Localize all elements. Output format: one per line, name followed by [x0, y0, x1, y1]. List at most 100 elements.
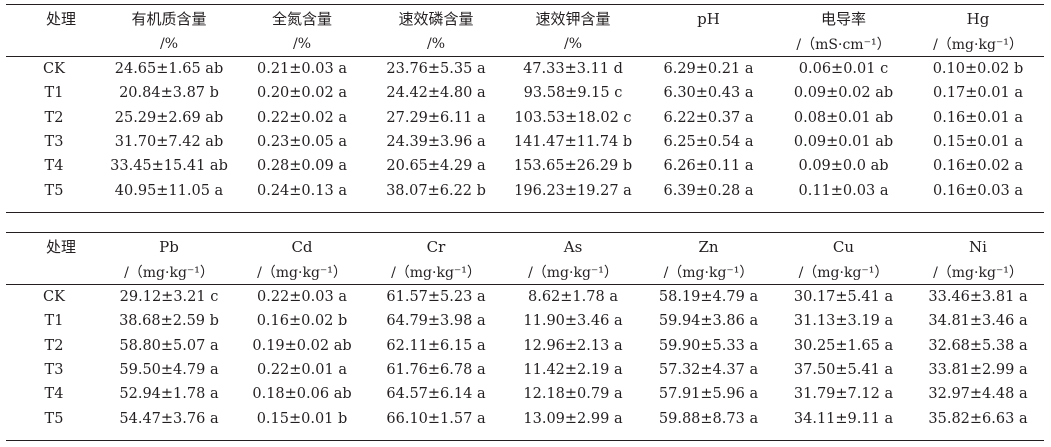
table-cell: 0.15±0.01 b — [256, 410, 348, 427]
table-cell: 141.47±11.74 b — [513, 134, 633, 151]
unit-cell: /（mg·kg⁻¹） — [642, 260, 775, 285]
table-row: T4 52.94±1.78 a 0.18±0.06 ab 64.57±6.14 … — [6, 382, 1044, 406]
table-cell: 37.50±5.41 a — [793, 362, 894, 379]
table-cell: 0.22±0.01 a — [257, 362, 347, 379]
table-cell: 0.16±0.02 a — [933, 158, 1023, 175]
treatment-cell: T2 — [44, 109, 64, 126]
unit-cell — [6, 260, 102, 285]
table-row: T1 38.68±2.59 b 0.16±0.02 b 64.79±3.98 a… — [6, 309, 1044, 333]
table-row: T4 33.45±15.41 ab 0.28±0.09 a 20.65±4.29… — [6, 154, 1044, 178]
table-cell: 24.42±4.80 a — [386, 85, 486, 102]
table-cell: 32.97±4.48 a — [928, 386, 1028, 403]
table-cell: 57.91±5.96 a — [658, 386, 759, 403]
table-cell: 6.39±0.28 a — [663, 182, 754, 199]
table-1-bottom-rule — [6, 212, 1044, 213]
header-cell: 处理 — [46, 10, 77, 28]
unit-cell: /% — [102, 32, 236, 57]
table-cell: 31.70±7.42 ab — [114, 134, 224, 151]
header-cell: Cr — [426, 237, 446, 256]
header-cell: Cu — [832, 237, 855, 256]
table-cell: 30.17±5.41 a — [793, 289, 894, 306]
treatment-cell: T4 — [44, 158, 64, 175]
table-cell: 196.23±19.27 a — [514, 182, 632, 199]
table-1-header-units: /% /% /% /% /（mS·cm⁻¹） /（mg·kg⁻¹） — [6, 32, 1044, 57]
table-cell: 12.96±2.13 a — [523, 337, 623, 354]
table-cell: 59.94±3.86 a — [658, 313, 759, 330]
treatment-cell: T5 — [44, 182, 64, 199]
table-1: 处理 有机质含量 全氮含量 速效磷含量 速效钾含量 pH 电导率 Hg /% /… — [6, 5, 1044, 203]
treatment-cell: T1 — [44, 85, 64, 102]
table-cell: 34.11±9.11 a — [793, 410, 894, 427]
table-cell: 6.22±0.37 a — [663, 109, 754, 126]
unit-cell — [642, 32, 775, 57]
table-cell: 153.65±26.29 b — [513, 158, 633, 175]
table-2-header-names: 处理 Pb Cd Cr As Zn Cu Ni — [6, 233, 1044, 260]
table-cell: 0.22±0.03 a — [257, 289, 347, 306]
table-cell: 0.18±0.06 ab — [252, 386, 352, 403]
treatment-cell: T3 — [44, 362, 64, 379]
treatment-cell: T2 — [44, 337, 64, 354]
table-cell: 0.10±0.02 b — [932, 61, 1024, 78]
treatment-cell: T5 — [44, 410, 64, 427]
header-cell: 处理 — [46, 238, 77, 256]
treatment-cell: T3 — [44, 134, 64, 151]
table-cell: 0.09±0.02 ab — [793, 85, 894, 102]
table-2-top-rule — [6, 232, 1044, 233]
header-cell: 全氮含量 — [271, 10, 332, 28]
header-cell: 速效钾含量 — [535, 10, 611, 28]
table-cell: 8.62±1.78 a — [528, 289, 618, 306]
table-1-header-names: 处理 有机质含量 全氮含量 速效磷含量 速效钾含量 pH 电导率 Hg — [6, 5, 1044, 32]
table-row: CK 24.65±1.65 ab 0.21±0.03 a 23.76±5.35 … — [6, 57, 1044, 82]
treatment-cell: T4 — [44, 386, 64, 403]
table-row: T5 54.47±3.76 a 0.15±0.01 b 66.10±1.57 a… — [6, 406, 1044, 430]
table-cell: 6.25±0.54 a — [663, 134, 754, 151]
table-2-bottom-rule — [6, 440, 1044, 441]
unit-cell: /（mg·kg⁻¹） — [504, 260, 642, 285]
table-row: T1 20.84±3.87 b 0.20±0.02 a 24.42±4.80 a… — [6, 81, 1044, 105]
table-cell: 64.79±3.98 a — [386, 313, 486, 330]
treatment-cell: CK — [43, 289, 65, 306]
table-cell: 58.80±5.07 a — [119, 337, 219, 354]
table-row: T2 25.29±2.69 ab 0.22±0.02 a 27.29±6.11 … — [6, 106, 1044, 130]
table-cell: 0.08±0.01 ab — [793, 109, 894, 126]
header-cell: As — [563, 237, 583, 256]
header-cell: Cd — [291, 237, 313, 256]
table-cell: 24.65±1.65 ab — [114, 61, 224, 78]
header-cell: 电导率 — [820, 10, 866, 28]
unit-cell: /（mg·kg⁻¹） — [912, 260, 1044, 285]
table-cell: 11.90±3.46 a — [523, 313, 623, 330]
table-cell: 31.79±7.12 a — [793, 386, 894, 403]
treatment-cell: T1 — [44, 313, 64, 330]
table-cell: 103.53±18.02 c — [514, 109, 632, 126]
table-cell: 35.82±6.63 a — [928, 410, 1028, 427]
table-cell: 24.39±3.96 a — [386, 134, 486, 151]
unit-cell: /（mg·kg⁻¹） — [236, 260, 368, 285]
table-cell: 59.50±4.79 a — [119, 362, 219, 379]
table-cell: 61.76±6.78 a — [386, 362, 486, 379]
table-cell: 54.47±3.76 a — [119, 410, 219, 427]
table-cell: 52.94±1.78 a — [119, 386, 219, 403]
header-cell: Pb — [159, 237, 179, 256]
table-cell: 34.81±3.46 a — [928, 313, 1028, 330]
table-cell: 27.29±6.11 a — [386, 109, 486, 126]
table-cell: 33.46±3.81 a — [928, 289, 1028, 306]
table-cell: 0.22±0.02 a — [257, 109, 347, 126]
table-row: CK 29.12±3.21 c 0.22±0.03 a 61.57±5.23 a… — [6, 285, 1044, 310]
table-cell: 0.06±0.01 c — [798, 61, 889, 78]
table-cell: 0.21±0.03 a — [257, 61, 347, 78]
table-cell: 30.25±1.65 a — [793, 337, 894, 354]
table-cell: 0.16±0.02 b — [256, 313, 348, 330]
unit-cell: /% — [504, 32, 642, 57]
table-cell: 32.68±5.38 a — [928, 337, 1028, 354]
table-cell: 20.84±3.87 b — [119, 85, 219, 102]
table-cell: 0.11±0.03 a — [798, 182, 889, 199]
table-cell: 93.58±9.15 c — [523, 85, 623, 102]
table-cell: 33.81±2.99 a — [928, 362, 1028, 379]
table-cell: 38.68±2.59 b — [119, 313, 219, 330]
table-cell: 6.30±0.43 a — [663, 85, 754, 102]
table-cell: 0.24±0.13 a — [257, 182, 347, 199]
table-cell: 0.09±0.01 ab — [793, 134, 894, 151]
table-cell: 31.13±3.19 a — [793, 313, 894, 330]
header-cell: 有机质含量 — [131, 10, 207, 28]
